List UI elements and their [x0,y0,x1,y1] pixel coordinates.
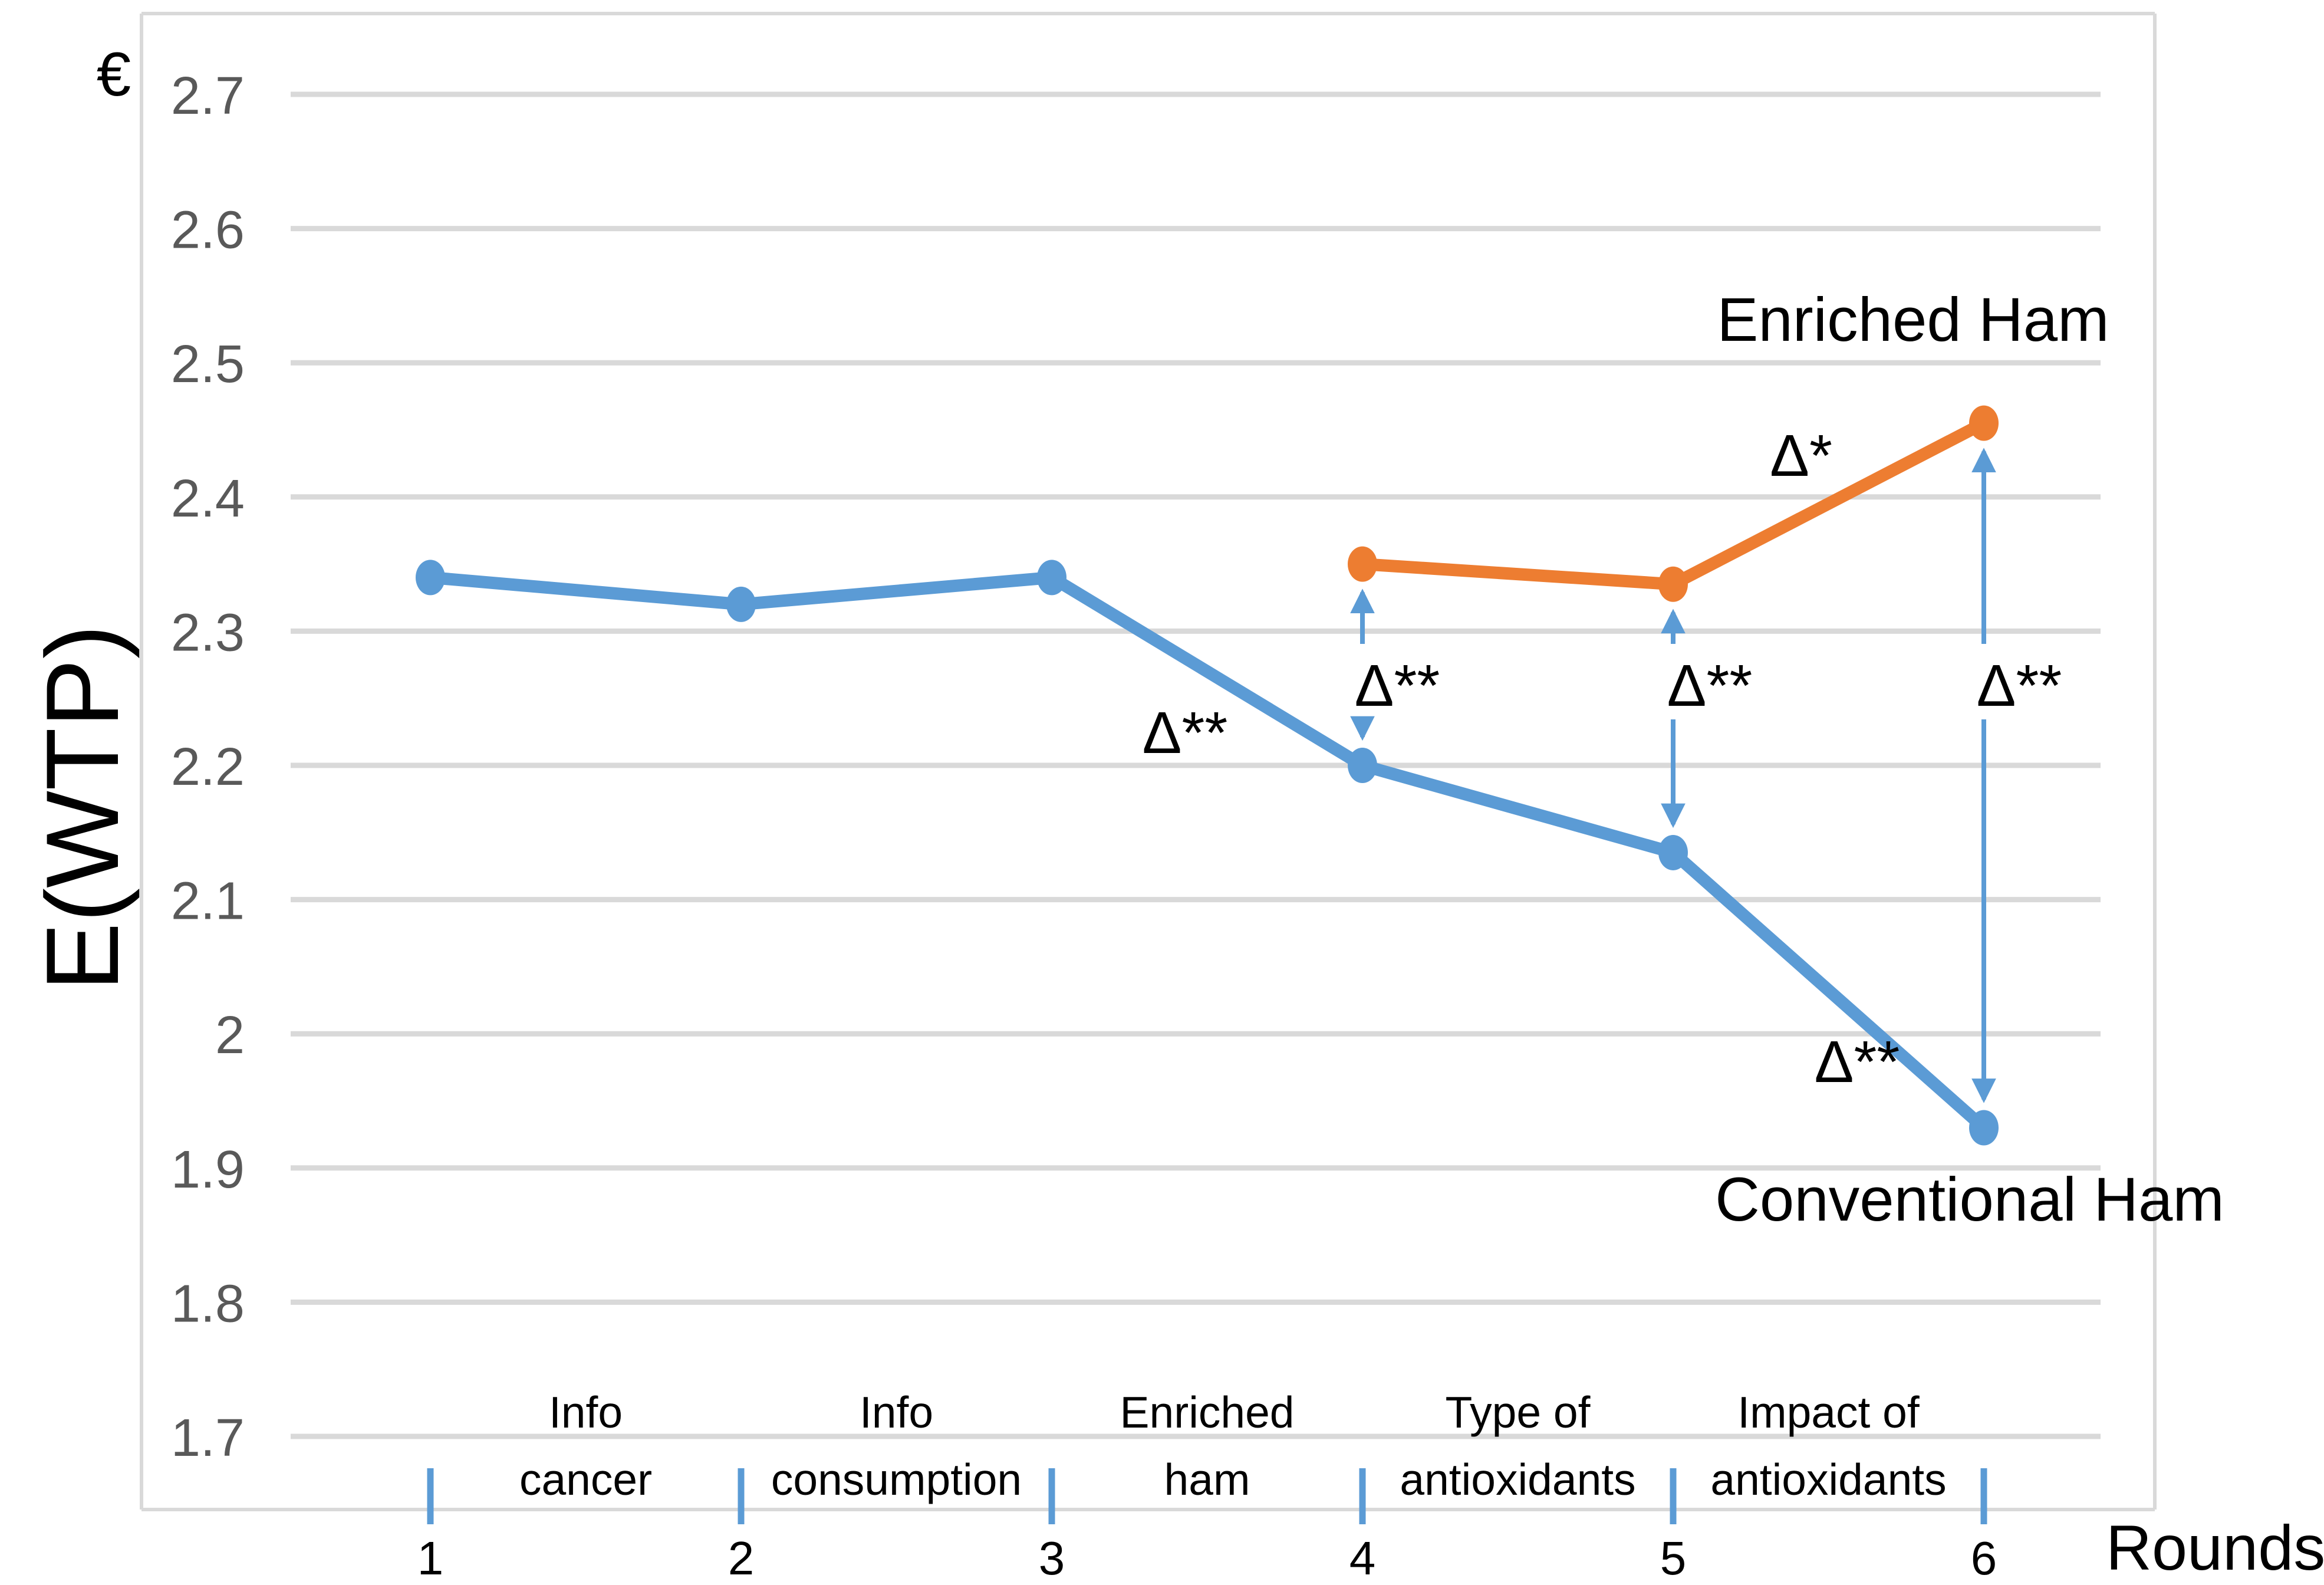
x-tick-label-4: 4 [1349,1532,1376,1584]
significance-annotation-0: Δ** [1143,700,1228,766]
y-tick-label-2.3: 2.3 [171,603,245,662]
y-tick-label-1.7: 1.7 [171,1409,245,1468]
phase-label-0-line1: Info [549,1387,623,1437]
data-point-enriched-ham-round-6 [1969,405,1999,441]
phase-label-4-line1: Impact of [1737,1387,1920,1437]
significance-annotation-5: Δ** [1815,1029,1900,1095]
significance-annotation-3: Δ** [1977,653,2062,719]
x-axis-title: Rounds [2106,1512,2324,1583]
phase-label-4-line2: antioxidants [1710,1455,1946,1504]
x-tick-label-3: 3 [1039,1532,1065,1584]
series-label-enriched-ham: Enriched Ham [1717,285,2109,354]
significance-annotation-2: Δ** [1667,653,1753,719]
data-point-enriched-ham-round-4 [1348,546,1377,582]
y-tick-label-2.5: 2.5 [171,335,245,394]
y-tick-label-2.4: 2.4 [171,469,245,528]
y-axis-title: E(WTP) [25,624,140,991]
y-tick-label-2: 2 [215,1006,245,1065]
series-layer [416,405,1999,1146]
data-point-conventional-ham-round-2 [726,586,756,622]
data-point-conventional-ham-round-4 [1348,748,1377,783]
euro-symbol: € [97,40,131,109]
significance-annotation-1: Δ** [1355,653,1440,719]
data-point-conventional-ham-round-3 [1037,560,1066,596]
annotations-layer: Δ** Δ** Δ** Δ** Δ* Δ** Enriched Ham Conventiona… [1143,285,2224,1234]
y-tick-label-2.6: 2.6 [171,201,245,260]
data-point-enriched-ham-round-5 [1658,566,1688,602]
y-tick-label-1.9: 1.9 [171,1140,245,1199]
axes-layer: 2.7 2.6 2.5 2.4 2.3 2.2 2.1 2 1.9 1.8 1.7 1 2 3 4 5 6 Inf… [25,40,2324,1584]
phase-label-1-line1: Info [860,1387,933,1437]
series-label-conventional-ham: Conventional Ham [1715,1165,2224,1234]
x-tick-label-5: 5 [1660,1532,1687,1584]
phase-label-2-line1: Enriched [1120,1387,1294,1437]
phase-label-2-line2: ham [1164,1455,1250,1504]
y-tick-label-2.1: 2.1 [171,872,245,931]
y-tick-label-1.8: 1.8 [171,1274,245,1333]
phase-label-3-line1: Type of [1446,1387,1591,1437]
x-tick-label-6: 6 [1971,1532,1997,1584]
y-tick-label-2.2: 2.2 [171,738,245,797]
series-line-conventional-ham [424,571,1990,1135]
phase-label-3-line2: antioxidants [1400,1455,1635,1504]
gridlines-layer [140,12,2157,1511]
series-line-enriched-ham [1356,417,1990,591]
data-point-conventional-ham-round-1 [416,560,445,596]
data-point-conventional-ham-round-5 [1658,834,1688,870]
y-tick-label-2.7: 2.7 [171,67,245,126]
data-point-conventional-ham-round-6 [1969,1110,1999,1146]
x-tick-label-2: 2 [728,1532,755,1584]
significance-annotation-4: Δ* [1770,423,1832,489]
phase-label-0-line2: cancer [519,1455,652,1504]
phase-label-1-line2: consumption [771,1455,1022,1504]
x-tick-label-1: 1 [417,1532,444,1584]
